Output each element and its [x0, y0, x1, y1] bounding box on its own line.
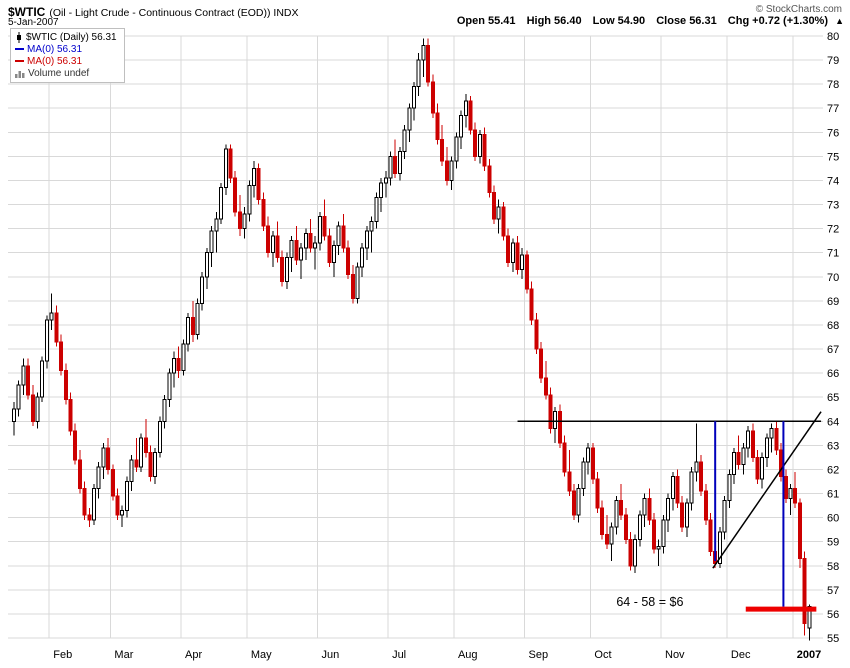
svg-text:56: 56 — [827, 609, 839, 621]
grid-layer — [8, 35, 823, 639]
legend-ma2-label: MA(0) 56.31 — [27, 55, 83, 67]
close-value: 56.31 — [689, 15, 717, 27]
svg-text:68: 68 — [827, 320, 839, 332]
svg-text:72: 72 — [827, 224, 839, 236]
svg-text:Dec: Dec — [731, 649, 751, 661]
candlestick-icon — [17, 31, 21, 43]
svg-text:79: 79 — [827, 55, 839, 67]
legend-series-row: $WTIC (Daily) 56.31 — [15, 31, 117, 43]
svg-text:78: 78 — [827, 79, 839, 91]
svg-text:Nov: Nov — [665, 649, 685, 661]
close-label: Close — [656, 15, 687, 27]
svg-text:71: 71 — [827, 248, 839, 260]
svg-text:Jul: Jul — [392, 649, 406, 661]
svg-text:73: 73 — [827, 200, 839, 212]
svg-text:65: 65 — [827, 392, 839, 404]
chg-label: Chg — [727, 15, 750, 27]
ohlc-quote: Open 55.41 High 56.40 Low 54.90 Close 56.31 … — [457, 15, 844, 27]
svg-text:2007: 2007 — [797, 649, 821, 661]
volume-icon — [15, 70, 25, 78]
svg-text:58: 58 — [827, 561, 839, 573]
low-value: 54.90 — [617, 15, 646, 27]
symbol: $WTIC — [8, 5, 46, 19]
svg-text:Oct: Oct — [594, 649, 611, 661]
legend-series-label: $WTIC (Daily) 56.31 — [26, 31, 117, 43]
svg-text:61: 61 — [827, 489, 839, 501]
svg-text:74: 74 — [827, 175, 839, 187]
svg-text:80: 80 — [827, 31, 839, 43]
chart-header: $WTIC (Oil - Light Crude - Continuous Con… — [8, 3, 299, 21]
legend-ma1-row: MA(0) 56.31 — [15, 43, 117, 55]
svg-text:75: 75 — [827, 151, 839, 163]
svg-text:Feb: Feb — [53, 649, 72, 661]
open-value: 55.41 — [487, 15, 516, 27]
legend-volume-row: Volume undef — [15, 67, 117, 79]
legend-ma1-label: MA(0) 56.31 — [27, 43, 83, 55]
chg-value: +0.72 (+1.30%) — [752, 15, 829, 27]
svg-text:Aug: Aug — [458, 649, 478, 661]
annotations-layer: 64 - 58 = $6 — [517, 411, 822, 612]
low-label: Low — [592, 15, 615, 27]
x-axis-labels: Feb Mar Apr May Jun Jul Aug Sep Oct Nov Dec 2007 — [53, 649, 821, 661]
svg-text:Jun: Jun — [321, 649, 339, 661]
svg-text:67: 67 — [827, 344, 839, 356]
up-arrow-icon: ▲ — [835, 16, 844, 26]
legend-box: $WTIC (Daily) 56.31 MA(0) 56.31 MA(0) 56… — [10, 28, 125, 83]
high-label: High — [526, 15, 552, 27]
svg-text:77: 77 — [827, 103, 839, 115]
svg-text:May: May — [251, 649, 272, 661]
high-value: 56.40 — [554, 15, 582, 27]
svg-text:62: 62 — [827, 464, 839, 476]
y-axis-labels: 55 56 57 58 59 60 61 62 63 64 65 66 67 68 69 70 71 72 73 74… — [827, 31, 839, 645]
annotation-trendline — [712, 411, 822, 569]
legend-ma2-row: MA(0) 56.31 — [15, 55, 117, 67]
svg-text:66: 66 — [827, 368, 839, 380]
svg-text:70: 70 — [827, 272, 839, 284]
ma-red-line-icon — [15, 60, 24, 62]
svg-text:69: 69 — [827, 296, 839, 308]
svg-text:76: 76 — [827, 127, 839, 139]
ma-blue-line-icon — [15, 48, 24, 50]
svg-text:64: 64 — [827, 416, 839, 428]
svg-text:57: 57 — [827, 585, 839, 597]
svg-text:Mar: Mar — [114, 649, 133, 661]
svg-text:63: 63 — [827, 440, 839, 452]
legend-volume-label: Volume undef — [28, 67, 90, 79]
svg-text:59: 59 — [827, 537, 839, 549]
svg-text:60: 60 — [827, 513, 839, 525]
svg-text:55: 55 — [827, 633, 839, 645]
open-label: Open — [456, 15, 485, 27]
copyright: © StockCharts.com — [755, 4, 842, 15]
candles-layer — [12, 38, 812, 641]
svg-text:Apr: Apr — [185, 649, 202, 661]
chart-date: 5-Jan-2007 — [8, 17, 59, 28]
svg-text:Sep: Sep — [529, 649, 549, 661]
symbol-description: (Oil - Light Crude - Continuous Contract… — [49, 7, 299, 19]
annotation-note: 64 - 58 = $6 — [616, 595, 683, 609]
